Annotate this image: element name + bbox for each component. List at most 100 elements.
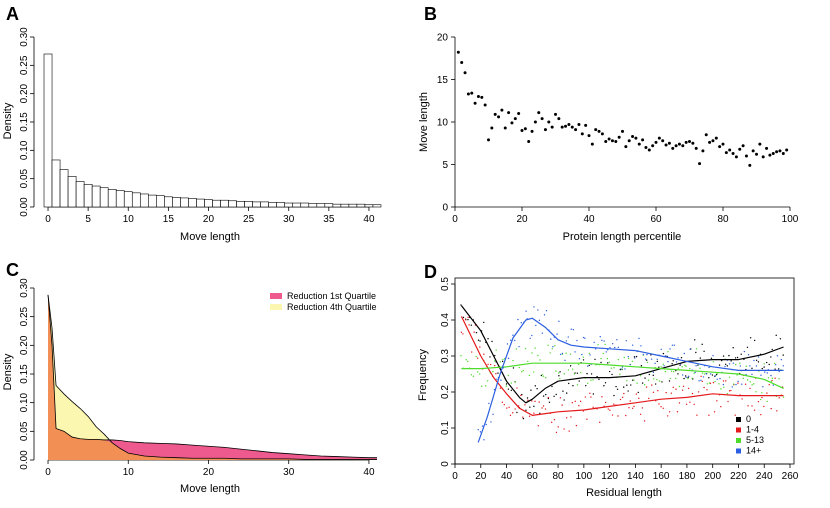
scatter-point: [753, 409, 756, 411]
scatter-point: [560, 125, 564, 129]
x-tick-label: 25: [243, 214, 255, 225]
scatter-point: [497, 372, 499, 374]
scatter-point: [749, 337, 752, 339]
y-tick-label: 0.30: [19, 27, 30, 47]
scatter-point: [530, 389, 532, 391]
scatter-point: [674, 144, 678, 148]
scatter-point: [480, 385, 483, 388]
scatter-point: [510, 382, 512, 384]
panel-c-xlabel: Move length: [180, 483, 240, 495]
scatter-point: [673, 344, 676, 346]
legend-label: 1-4: [746, 425, 759, 435]
scatter-point: [613, 403, 615, 405]
scatter-point: [747, 405, 749, 407]
scatter-point: [626, 380, 628, 382]
scatter-point: [587, 365, 589, 367]
scatter-point: [586, 418, 588, 420]
scatter-point: [643, 384, 646, 386]
scatter-point: [530, 129, 534, 133]
scatter-point: [651, 384, 653, 386]
scatter-point: [782, 354, 784, 356]
scatter-point: [609, 346, 611, 349]
scatter-point: [507, 388, 510, 390]
scatter-point: [687, 377, 689, 380]
scatter-point: [484, 385, 487, 387]
scatter-point: [619, 373, 621, 375]
scatter-point: [486, 380, 489, 382]
scatter-point: [713, 411, 716, 413]
scatter-point: [507, 357, 510, 360]
histogram-bar: [51, 159, 61, 208]
scatter-point: [741, 383, 743, 385]
scatter-point: [627, 390, 629, 392]
scatter-point: [785, 148, 789, 152]
y-tick-label: 20: [437, 33, 449, 44]
scatter-point: [617, 135, 621, 139]
histogram-bar: [292, 202, 302, 208]
scatter-point: [538, 319, 541, 322]
scatter-point: [547, 120, 551, 124]
scatter-point: [462, 316, 465, 319]
scatter-point: [541, 332, 544, 334]
scatter-point: [684, 375, 687, 377]
x-tick-label: 0: [45, 467, 51, 478]
panel-a-xlabel: Move length: [180, 231, 240, 243]
histogram-bar: [244, 201, 253, 208]
legend-label: Reduction 1st Quartile: [287, 291, 376, 301]
scatter-point: [736, 356, 739, 359]
scatter-point: [585, 384, 587, 387]
scatter-point: [522, 416, 524, 418]
scatter-point: [537, 111, 541, 115]
scatter-point: [677, 367, 679, 369]
scatter-point: [645, 386, 648, 388]
y-tick-label: 15: [437, 75, 449, 86]
scatter-point: [735, 364, 737, 366]
scatter-point: [533, 371, 535, 373]
scatter-point: [699, 357, 702, 359]
scatter-point: [552, 346, 554, 348]
scatter-point: [671, 344, 674, 346]
scatter-point: [681, 389, 684, 391]
scatter-point: [551, 348, 553, 350]
scatter-point: [667, 141, 671, 145]
scatter-point: [751, 384, 753, 386]
scatter-point: [500, 108, 504, 112]
y-tick-label: 5: [442, 160, 448, 171]
scatter-point: [509, 339, 512, 341]
scatter-point: [539, 359, 541, 361]
scatter-point: [746, 346, 749, 348]
panel-d-ylabel: Frequency: [417, 349, 429, 401]
scatter-point: [580, 132, 584, 136]
scatter-point: [672, 360, 674, 362]
scatter-point: [724, 363, 727, 366]
scatter-point: [633, 356, 636, 358]
scatter-point: [510, 389, 513, 392]
scatter-point: [548, 401, 551, 403]
scatter-point: [607, 137, 611, 141]
scatter-point: [694, 146, 698, 150]
scatter-point: [533, 306, 535, 308]
scatter-point: [774, 364, 777, 366]
scatter-point: [661, 381, 663, 383]
scatter-point: [479, 346, 481, 348]
scatter-point: [778, 149, 782, 153]
scatter-point: [728, 390, 731, 392]
smoothed-curve: [477, 317, 784, 443]
panel-b-ylabel: Move length: [418, 92, 430, 152]
histogram-bar: [164, 196, 173, 208]
x-tick-label: 40: [363, 467, 375, 478]
scatter-point: [487, 338, 489, 340]
scatter-point: [676, 411, 679, 413]
scatter-point: [597, 129, 601, 133]
panel-label-d: D: [424, 262, 437, 282]
x-tick-label: 40: [583, 214, 595, 225]
histogram-bar: [284, 202, 294, 208]
scatter-point: [678, 385, 681, 388]
histogram-bar: [300, 202, 310, 208]
scatter-point: [658, 366, 660, 368]
scatter-point: [578, 405, 580, 407]
scatter-point: [660, 348, 662, 351]
histogram-bar: [83, 184, 93, 208]
scatter-point: [672, 371, 675, 373]
x-tick-label: 100: [576, 471, 593, 482]
